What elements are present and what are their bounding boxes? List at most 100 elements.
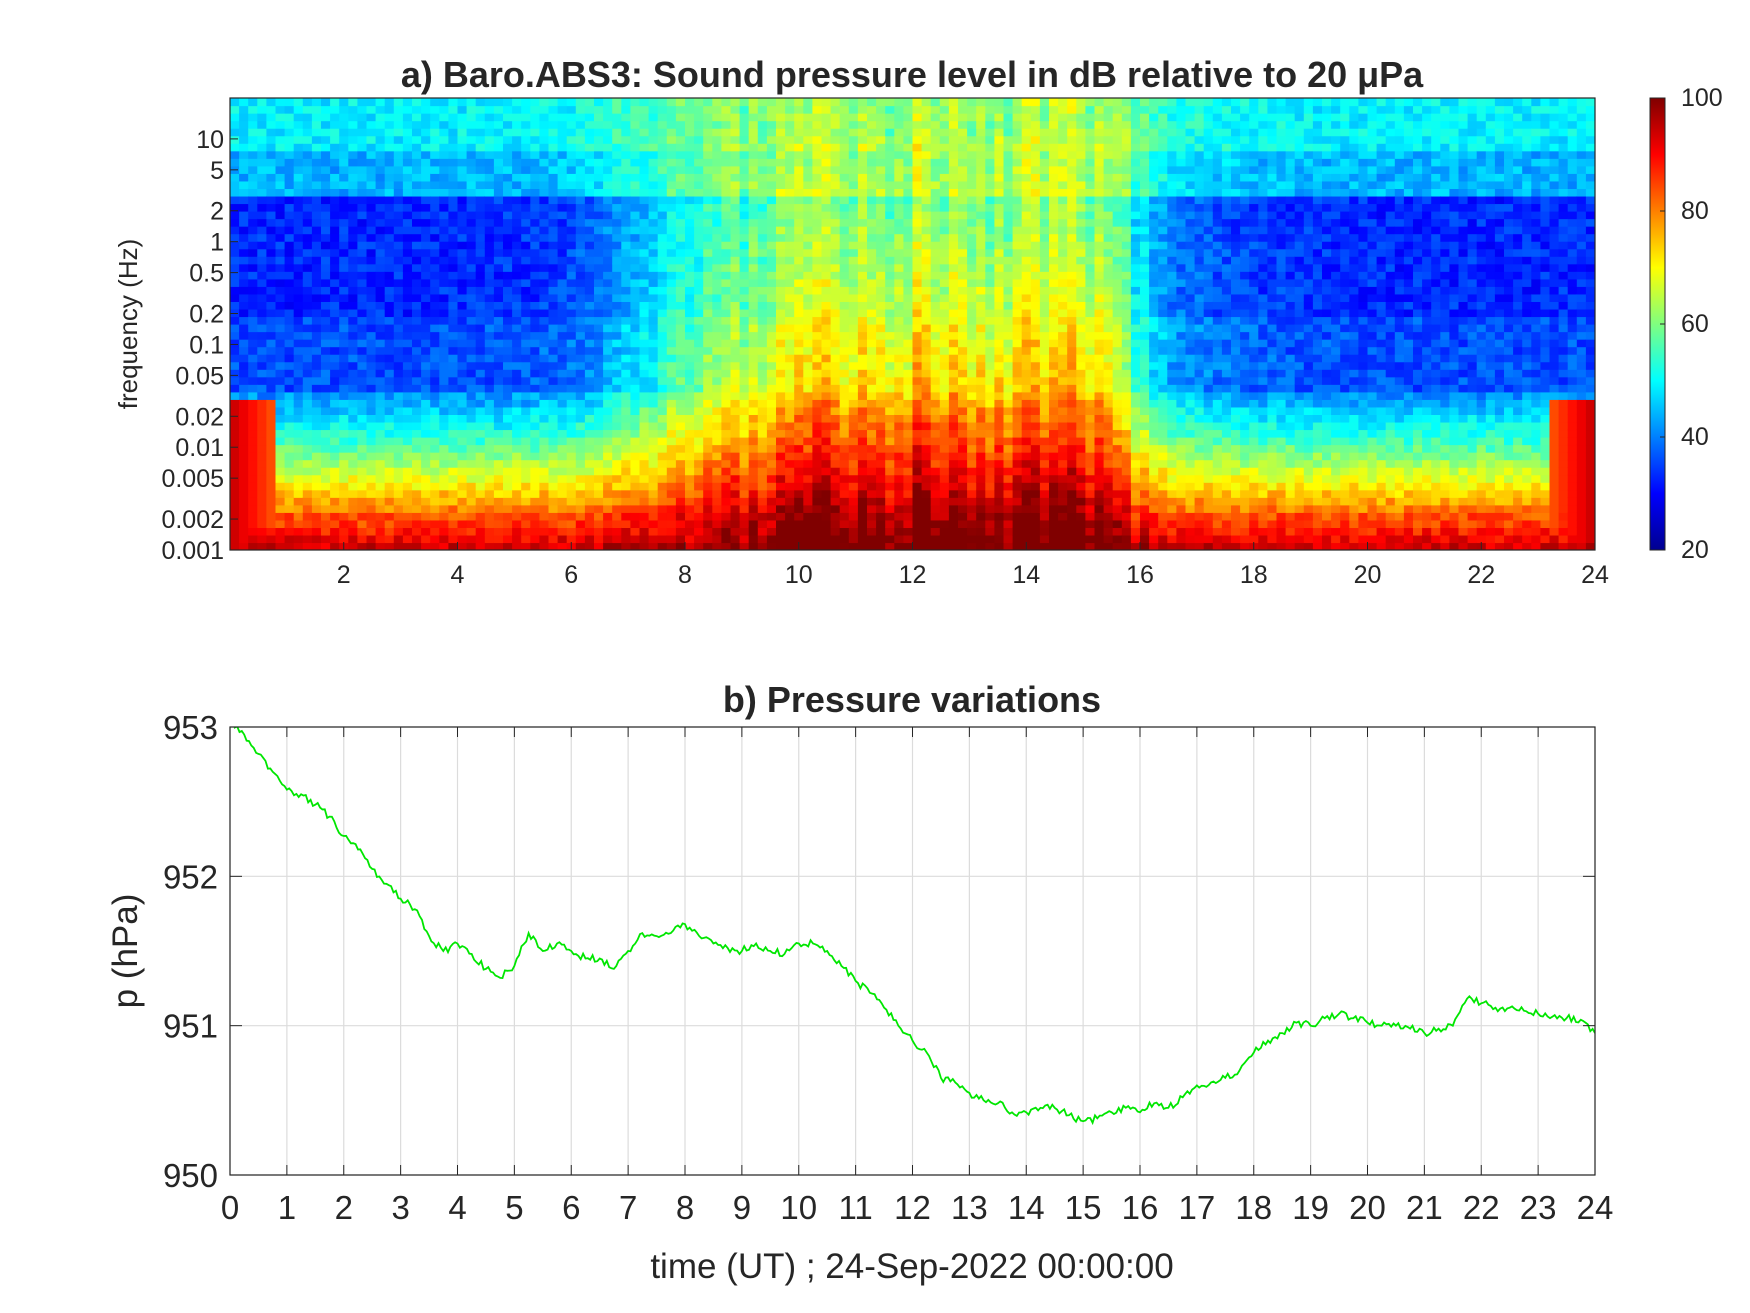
heatmap-cell [539, 135, 550, 144]
heatmap-cell [257, 150, 267, 159]
heatmap-cell [584, 135, 595, 144]
heatmap-cell [621, 429, 631, 438]
heatmap-cell [311, 241, 322, 250]
heatmap-cell [666, 271, 677, 280]
heatmap-cell [539, 188, 550, 197]
heatmap-cell [375, 534, 386, 544]
heatmap-cell [857, 143, 868, 152]
heatmap-cell [439, 474, 449, 483]
heatmap-cell [939, 165, 950, 174]
heatmap-cell [284, 308, 295, 318]
heatmap-cell [685, 324, 695, 333]
heatmap-cell [948, 504, 959, 513]
heatmap-cell [903, 308, 914, 318]
heatmap-cell [603, 489, 613, 498]
heatmap-cell [466, 504, 477, 513]
heatmap-cell [575, 120, 586, 129]
heatmap-cell [939, 278, 950, 287]
heatmap-cell [266, 361, 277, 370]
heatmap-cell [539, 534, 550, 544]
heatmap-cell [484, 188, 495, 197]
heatmap-cell [275, 459, 286, 468]
heatmap-cell [776, 241, 786, 250]
heatmap-cell [275, 406, 286, 415]
heatmap-cell [548, 233, 559, 242]
heatmap-cell [266, 316, 277, 325]
heatmap-cell [976, 158, 986, 167]
heatmap-cell [548, 474, 559, 483]
heatmap-cell [530, 233, 540, 242]
heatmap-cell [721, 203, 732, 212]
heatmap-cell [630, 324, 641, 333]
heatmap-cell [958, 474, 968, 483]
heatmap-cell [557, 474, 568, 483]
heatmap-cell [912, 180, 923, 189]
heatmap-cell [948, 369, 959, 378]
heatmap-cell [821, 150, 832, 159]
heatmap-cell [967, 316, 977, 325]
heatmap-cell [930, 331, 941, 340]
heatmap-cell [739, 105, 750, 114]
heatmap-cell [493, 180, 504, 189]
heatmap-cell [466, 369, 477, 378]
heatmap-cell [266, 482, 277, 491]
heatmap-cell [439, 399, 449, 408]
heatmap-cell [903, 165, 914, 174]
heatmap-cell [739, 346, 750, 355]
heatmap-cell [857, 346, 868, 355]
heatmap-cell [648, 143, 659, 152]
heatmap-cell [321, 361, 331, 370]
heatmap-cell [830, 339, 841, 348]
heatmap-cell [557, 331, 568, 340]
heatmap-cell [730, 391, 741, 400]
heatmap-cell [575, 421, 586, 431]
heatmap-cell [703, 399, 713, 408]
heatmap-cell [548, 195, 559, 205]
heatmap-cell [976, 293, 986, 302]
heatmap-cell [848, 406, 859, 415]
heatmap-cell [512, 143, 522, 152]
heatmap-cell [321, 339, 331, 348]
heatmap-cell [930, 271, 941, 280]
heatmap-cell [311, 128, 322, 137]
heatmap-cell [393, 482, 404, 491]
heatmap-cell [903, 120, 914, 129]
heatmap-cell [766, 399, 777, 408]
heatmap-cell [311, 263, 322, 272]
heatmap-cell [275, 444, 286, 453]
heatmap-cell [630, 331, 641, 340]
heatmap-cell [293, 459, 304, 468]
heatmap-cell [921, 180, 932, 189]
heatmap-cell [712, 519, 722, 528]
heatmap-cell [712, 497, 722, 506]
heatmap-cell [776, 301, 786, 310]
heatmap-cell [512, 98, 522, 107]
heatmap-cell [812, 399, 823, 408]
heatmap-cell [594, 135, 604, 144]
heatmap-cell [621, 474, 631, 483]
heatmap-cell [885, 542, 895, 550]
heatmap-cell [839, 173, 850, 182]
heatmap-cell [976, 226, 986, 235]
heatmap-cell [930, 263, 941, 272]
heatmap-cell [421, 256, 431, 265]
heatmap-cell [339, 271, 349, 280]
heatmap-cell [876, 376, 886, 385]
heatmap-cell [375, 150, 386, 159]
heatmap-cell [257, 527, 267, 536]
heatmap-cell [384, 414, 395, 423]
heatmap-cell [484, 301, 495, 310]
heatmap-cell [603, 497, 613, 506]
heatmap-cell [839, 135, 850, 144]
heatmap-cell [730, 263, 741, 272]
heatmap-cell [503, 316, 513, 325]
heatmap-cell [357, 135, 368, 144]
heatmap-cell [239, 429, 249, 438]
heatmap-cell [848, 180, 859, 189]
heatmap-cell [384, 128, 395, 137]
heatmap-cell [321, 248, 331, 257]
heatmap-cell [557, 399, 568, 408]
heatmap-cell [776, 489, 786, 498]
heatmap-cell [821, 444, 832, 453]
heatmap-cell [384, 459, 395, 468]
